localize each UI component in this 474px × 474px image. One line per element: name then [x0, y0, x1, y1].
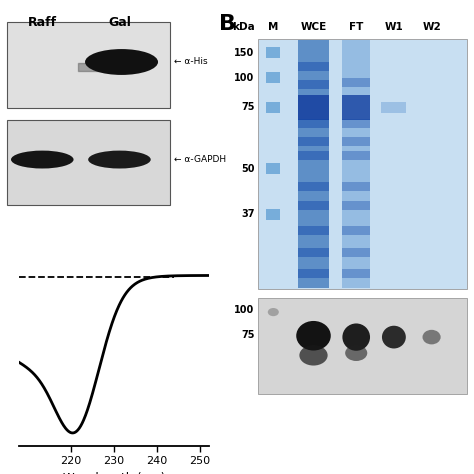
- Ellipse shape: [382, 326, 406, 348]
- Text: M: M: [268, 22, 279, 32]
- FancyBboxPatch shape: [298, 248, 329, 257]
- FancyBboxPatch shape: [7, 120, 170, 205]
- FancyBboxPatch shape: [298, 226, 329, 235]
- FancyBboxPatch shape: [298, 118, 329, 128]
- FancyBboxPatch shape: [298, 201, 329, 210]
- Text: kDa: kDa: [232, 22, 255, 32]
- FancyBboxPatch shape: [298, 80, 329, 89]
- FancyBboxPatch shape: [298, 151, 329, 160]
- FancyBboxPatch shape: [298, 137, 329, 146]
- Ellipse shape: [268, 308, 279, 316]
- Ellipse shape: [300, 345, 328, 365]
- Text: Gal: Gal: [108, 16, 131, 29]
- FancyBboxPatch shape: [381, 102, 407, 113]
- Text: B: B: [219, 14, 237, 34]
- FancyBboxPatch shape: [266, 209, 280, 220]
- FancyBboxPatch shape: [342, 226, 370, 235]
- FancyBboxPatch shape: [342, 137, 370, 146]
- FancyBboxPatch shape: [342, 151, 370, 160]
- FancyBboxPatch shape: [7, 22, 170, 108]
- Text: 150: 150: [234, 48, 255, 58]
- Ellipse shape: [422, 330, 441, 345]
- FancyBboxPatch shape: [342, 269, 370, 278]
- Ellipse shape: [342, 323, 370, 351]
- X-axis label: Wavelength (nm): Wavelength (nm): [63, 472, 165, 474]
- Text: W1: W1: [384, 22, 403, 32]
- FancyBboxPatch shape: [298, 40, 329, 288]
- Text: 50: 50: [241, 164, 255, 174]
- Text: FT: FT: [349, 22, 364, 32]
- Text: 75: 75: [241, 102, 255, 112]
- Ellipse shape: [296, 321, 331, 351]
- FancyBboxPatch shape: [266, 163, 280, 174]
- FancyBboxPatch shape: [342, 95, 370, 120]
- FancyBboxPatch shape: [298, 182, 329, 191]
- FancyBboxPatch shape: [266, 102, 280, 113]
- FancyBboxPatch shape: [266, 47, 280, 58]
- Text: ← α-GAPDH: ← α-GAPDH: [173, 155, 226, 164]
- FancyBboxPatch shape: [342, 78, 370, 87]
- Text: 100: 100: [234, 305, 255, 315]
- Ellipse shape: [88, 151, 151, 168]
- FancyBboxPatch shape: [342, 248, 370, 257]
- Text: WCE: WCE: [301, 22, 327, 32]
- FancyBboxPatch shape: [298, 62, 329, 71]
- FancyBboxPatch shape: [342, 201, 370, 210]
- Text: Raff: Raff: [27, 16, 57, 29]
- Text: 75: 75: [241, 330, 255, 340]
- Text: 37: 37: [241, 209, 255, 219]
- FancyBboxPatch shape: [342, 118, 370, 128]
- Text: 100: 100: [234, 73, 255, 83]
- FancyBboxPatch shape: [342, 182, 370, 191]
- Text: W2: W2: [422, 22, 441, 32]
- FancyBboxPatch shape: [266, 72, 280, 83]
- FancyBboxPatch shape: [298, 269, 329, 278]
- FancyBboxPatch shape: [258, 299, 467, 394]
- FancyBboxPatch shape: [342, 40, 370, 288]
- Text: ← α-His: ← α-His: [173, 57, 207, 66]
- Ellipse shape: [345, 345, 367, 361]
- FancyBboxPatch shape: [258, 39, 467, 289]
- Ellipse shape: [85, 49, 158, 75]
- Ellipse shape: [11, 151, 73, 168]
- FancyBboxPatch shape: [298, 95, 329, 120]
